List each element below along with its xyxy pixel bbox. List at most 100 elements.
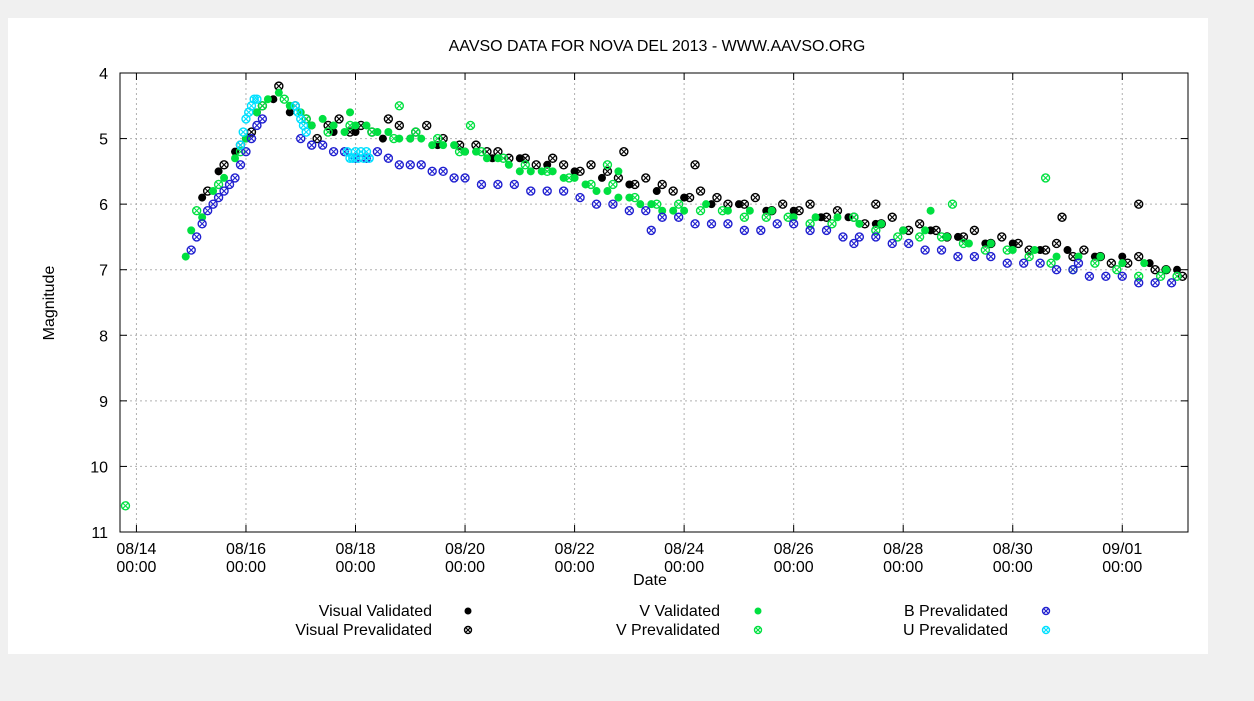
data-point xyxy=(428,141,437,150)
data-point xyxy=(542,166,552,177)
data-point xyxy=(739,212,750,222)
data-point xyxy=(235,140,246,150)
data-point xyxy=(1030,246,1039,255)
data-point xyxy=(1166,278,1177,288)
data-point xyxy=(680,206,689,215)
data-point xyxy=(427,166,437,177)
x-tick-label-date: 08/28 xyxy=(883,541,923,558)
data-point xyxy=(926,206,935,215)
data-point xyxy=(263,95,272,104)
data-point xyxy=(871,199,881,209)
data-point xyxy=(1051,265,1062,275)
data-point xyxy=(1117,271,1127,281)
data-point xyxy=(1035,258,1045,268)
series-b-prevalidated xyxy=(186,114,1177,288)
chart-title: AAVSO DATA FOR NOVA DEL 2013 - WWW.AAVSO… xyxy=(449,38,866,55)
data-point xyxy=(515,167,524,176)
data-point xyxy=(1052,252,1061,261)
y-tick-label: 9 xyxy=(99,394,108,411)
data-point xyxy=(877,219,886,228)
data-point xyxy=(871,225,881,236)
data-point xyxy=(903,238,914,249)
data-point xyxy=(1145,259,1154,268)
data-point xyxy=(1112,265,1122,275)
data-point xyxy=(318,114,327,123)
data-point xyxy=(296,133,306,144)
data-point xyxy=(624,205,635,216)
data-point xyxy=(433,141,442,150)
data-point xyxy=(630,179,640,190)
data-point xyxy=(306,140,317,150)
data-point xyxy=(641,205,651,216)
x-tick-label-time: 00:00 xyxy=(664,559,704,576)
data-point xyxy=(252,94,262,104)
data-point xyxy=(198,193,207,202)
data-point xyxy=(761,212,771,222)
data-point xyxy=(669,206,678,215)
data-point xyxy=(1073,258,1084,268)
data-point xyxy=(921,226,930,235)
data-point xyxy=(636,200,645,209)
data-point xyxy=(652,187,661,196)
data-point xyxy=(1057,212,1067,222)
points-layer xyxy=(120,81,1188,511)
data-point xyxy=(542,186,552,196)
x-tick-label-date: 08/26 xyxy=(774,541,814,558)
data-point xyxy=(849,238,859,249)
data-point xyxy=(1162,265,1171,274)
data-point xyxy=(460,173,470,183)
data-point xyxy=(345,120,355,131)
data-point xyxy=(986,251,996,262)
data-point xyxy=(329,121,338,130)
data-point xyxy=(936,232,947,242)
data-point xyxy=(838,232,848,242)
data-point xyxy=(575,192,585,203)
data-point xyxy=(772,219,782,229)
data-point xyxy=(1002,245,1012,255)
data-point xyxy=(712,192,722,203)
data-point xyxy=(602,160,613,170)
data-point xyxy=(684,192,695,203)
data-point xyxy=(1172,271,1182,281)
data-point xyxy=(378,134,387,143)
data-point xyxy=(367,127,377,137)
data-point xyxy=(224,179,235,190)
data-point xyxy=(1013,238,1023,249)
data-point xyxy=(723,219,733,229)
data-point xyxy=(788,219,799,229)
data-point xyxy=(602,166,613,177)
data-point xyxy=(214,167,223,176)
legend: Visual Validated Visual Prevalidated V Val… xyxy=(295,603,1051,639)
legend-marker xyxy=(464,607,472,615)
data-point xyxy=(1068,251,1078,262)
data-point xyxy=(422,120,432,131)
legend-label: V Validated xyxy=(639,603,720,620)
data-point xyxy=(1150,278,1160,288)
data-point xyxy=(197,219,207,229)
data-point xyxy=(980,245,991,255)
data-point xyxy=(608,179,618,190)
data-point xyxy=(543,160,552,169)
data-point xyxy=(526,186,536,196)
data-point xyxy=(389,133,399,144)
data-point xyxy=(745,206,754,215)
data-point xyxy=(1068,265,1078,275)
data-point xyxy=(1084,271,1095,281)
data-point xyxy=(1063,246,1072,255)
data-point xyxy=(181,252,190,261)
x-tick-label-date: 08/16 xyxy=(226,541,266,558)
data-point xyxy=(1106,258,1117,268)
data-point xyxy=(186,245,196,255)
data-point xyxy=(855,219,864,228)
y-tick-label: 8 xyxy=(99,328,108,345)
data-point xyxy=(827,219,837,229)
x-tick-label-time: 00:00 xyxy=(226,559,266,576)
data-point xyxy=(416,160,426,170)
data-point xyxy=(1040,173,1051,183)
data-point xyxy=(641,173,651,183)
x-tick-label-time: 00:00 xyxy=(993,559,1033,576)
axis-layer: 456789101108/1400:0008/1600:0008/1800:00… xyxy=(90,66,1188,576)
data-point xyxy=(334,114,344,124)
data-point xyxy=(920,245,930,255)
data-point xyxy=(592,187,601,196)
